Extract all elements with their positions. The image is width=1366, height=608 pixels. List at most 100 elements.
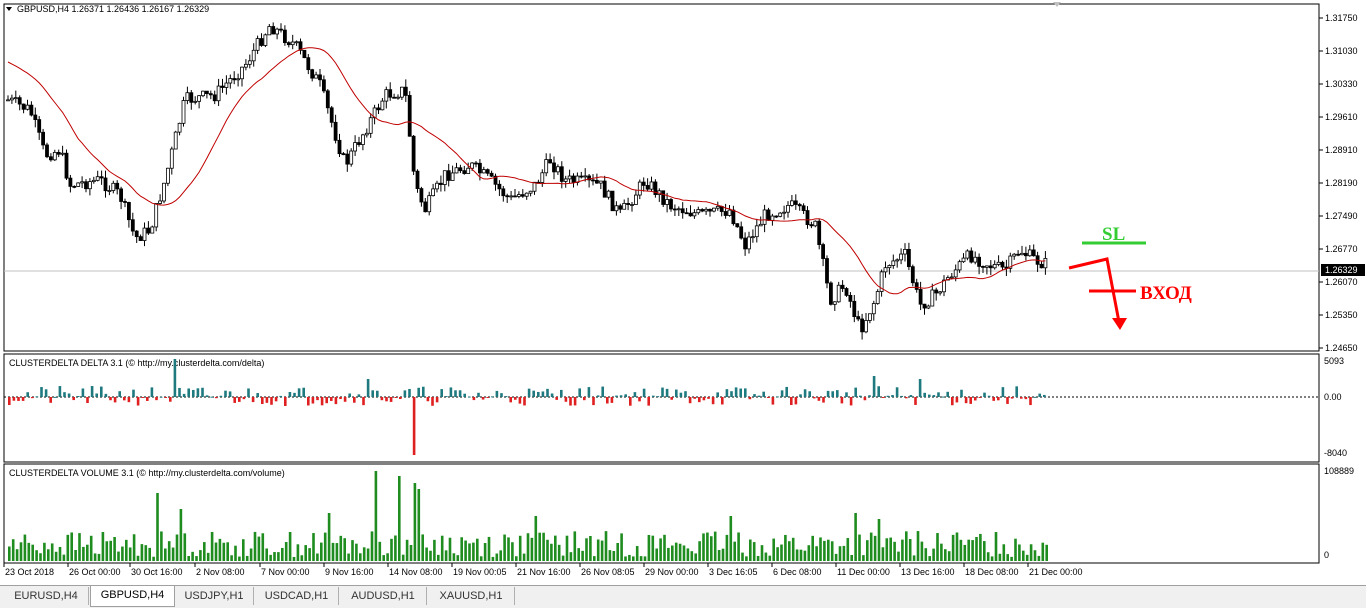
delta-bar: [58, 386, 62, 397]
volume-bar: [994, 532, 998, 561]
delta-bar: [983, 392, 986, 397]
candle-body: [259, 38, 264, 46]
candles-group: [6, 22, 1048, 340]
delta-bar: [785, 386, 788, 397]
volume-bar: [394, 535, 397, 561]
tab-usdjpy-h1[interactable]: USDJPY,H1: [175, 587, 254, 605]
delta-bar: [500, 393, 503, 397]
delta-bar: [228, 391, 232, 397]
delta-bar: [233, 397, 236, 403]
candle-body: [470, 162, 475, 169]
chart-window[interactable]: GBPUSD,H4 1.26371 1.26436 1.26167 1.2632…: [0, 0, 1366, 585]
chart-shift-marker[interactable]: [1053, 2, 1061, 7]
volume-bar: [121, 546, 124, 561]
volume-bar: [823, 540, 826, 561]
volume-bar: [370, 531, 374, 561]
candle-body: [388, 89, 393, 98]
candle-body: [267, 26, 272, 36]
volume-bar: [1006, 554, 1009, 561]
volume-bar: [752, 542, 756, 561]
candle-body: [415, 170, 420, 189]
volume-bar: [117, 551, 120, 561]
delta-bar: [1001, 387, 1005, 397]
volume-bar: [940, 543, 943, 561]
volume-bar: [483, 542, 487, 561]
volume-bar: [589, 536, 592, 561]
delta-bar: [49, 397, 52, 403]
volume-bar: [164, 548, 167, 561]
candle-body: [111, 182, 116, 191]
candle-body: [52, 151, 57, 161]
delta-bar: [394, 397, 397, 398]
candle-body: [115, 182, 120, 190]
candle-body: [864, 320, 868, 333]
candle-body: [563, 178, 568, 182]
volume-bar: [472, 542, 475, 561]
volume-bar: [316, 553, 319, 561]
volume-bar: [238, 556, 241, 561]
volume-bar: [936, 533, 939, 561]
delta-bar: [274, 397, 278, 402]
candle-body: [938, 291, 942, 294]
tab-eurusd-h4[interactable]: EURUSD,H4: [4, 587, 89, 605]
candle-body: [879, 271, 884, 292]
delta-bar: [113, 397, 117, 403]
volume-bar: [335, 543, 339, 561]
delta-bar: [711, 397, 715, 405]
delta-panel-frame[interactable]: [3, 353, 1320, 463]
candle-body: [462, 170, 467, 174]
volume-bar: [203, 542, 206, 561]
volume-bar: [526, 533, 530, 561]
candle-body: [684, 212, 689, 215]
delta-bar: [537, 391, 540, 397]
volume-bar: [569, 552, 573, 561]
volume-bar: [160, 531, 163, 561]
time-label: 11 Dec 00:00: [837, 567, 890, 577]
delta-bar: [63, 392, 66, 397]
volume-bar: [308, 548, 311, 561]
tab-usdcad-h1[interactable]: USDCAD,H1: [255, 587, 339, 605]
candle-body: [891, 260, 896, 266]
time-label: 21 Nov 16:00: [517, 567, 571, 577]
volume-bar: [967, 539, 970, 561]
candle-body: [399, 86, 404, 98]
volume-bar: [323, 532, 327, 561]
candle-body: [953, 269, 958, 278]
time-label: 23 Oct 2018: [5, 567, 54, 577]
volume-bar: [791, 537, 795, 561]
tab-xauusd-h1[interactable]: XAUUSD,H1: [428, 587, 515, 605]
volume-bar: [924, 548, 928, 561]
candle-body: [454, 167, 459, 174]
candle-body: [922, 303, 927, 309]
delta-bar: [946, 391, 949, 397]
volume-bar: [93, 553, 97, 561]
volume-bar: [429, 550, 432, 561]
candle-body: [360, 134, 365, 145]
main-chart-frame[interactable]: [3, 3, 1320, 352]
volume-bar: [1002, 544, 1006, 561]
candle-body: [294, 41, 299, 44]
tab-gbpusd-h4[interactable]: GBPUSD,H4: [90, 586, 175, 607]
delta-bar: [458, 390, 462, 397]
candle-body: [318, 74, 322, 81]
volume-bar: [682, 545, 686, 561]
tab-audusd-h1[interactable]: AUDUSD,H1: [340, 587, 427, 605]
candle-body: [907, 248, 911, 268]
candle-body: [758, 223, 763, 227]
candle-body: [37, 119, 42, 133]
candle-body: [786, 204, 790, 213]
volume-bar: [261, 533, 265, 561]
candle-body: [852, 300, 857, 317]
volume-bar: [585, 538, 588, 561]
delta-bar: [859, 395, 862, 397]
candle-body: [130, 219, 135, 232]
candle-body: [21, 103, 26, 110]
price-label: 1.30330: [1325, 79, 1358, 89]
volume-bar: [916, 531, 920, 561]
candle-body: [208, 93, 213, 96]
candle-body: [474, 162, 478, 165]
delta-bar: [564, 397, 568, 402]
candle-body: [825, 258, 829, 284]
delta-bar: [123, 397, 126, 401]
price-axis: 1.31750 1.31030 1.30330 1.29610 1.28910 1.281…: [1319, 13, 1358, 353]
